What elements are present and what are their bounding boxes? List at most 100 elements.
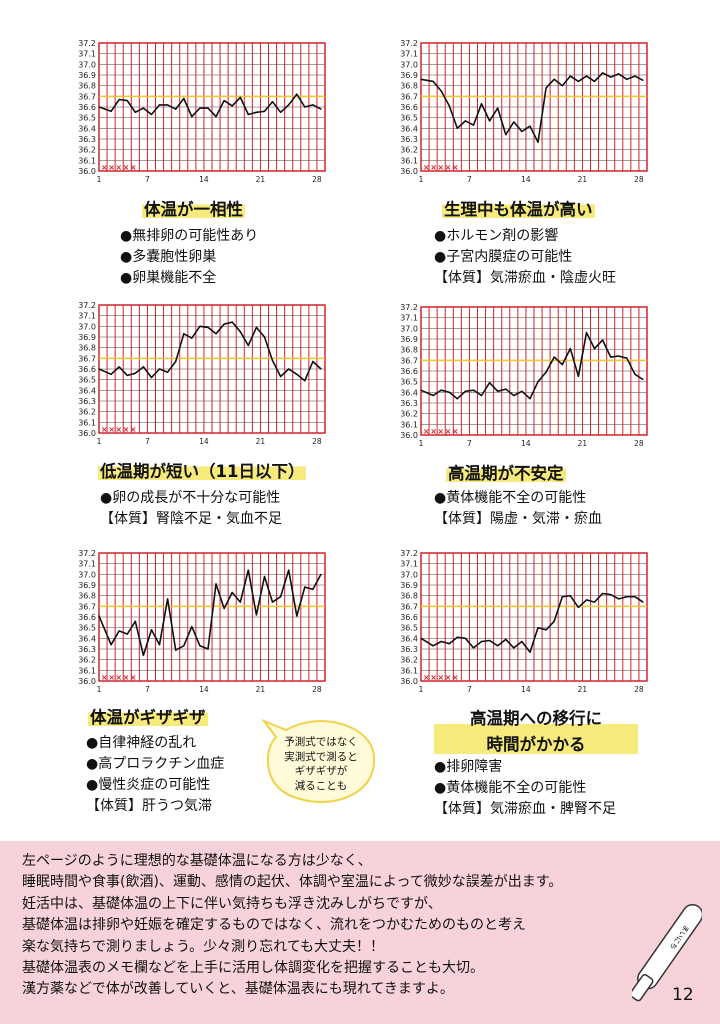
note-line: ●卵巣機能不全: [120, 270, 217, 286]
y-tick-label: 36.2: [400, 656, 418, 665]
temperature-point: [320, 108, 322, 110]
temperature-point: [134, 620, 136, 622]
temperature-point: [215, 116, 217, 118]
footer-line: 妊活中は、基礎体温の上下に伴い気持ちも浮き沈みしがちですが、: [22, 895, 442, 912]
x-tick-label: 21: [578, 685, 588, 694]
temperature-point: [239, 331, 241, 333]
y-tick-label: 36.8: [78, 592, 96, 601]
temperature-point: [118, 630, 120, 632]
x-tick-label: 7: [467, 175, 472, 184]
y-tick-label: 36.2: [400, 146, 418, 155]
temperature-point: [142, 654, 144, 656]
footer-text: 左ページのように理想的な基礎体温になる方は少なく、 睡眠時間や食事(飲酒)、運動…: [22, 851, 562, 1001]
y-tick-label: 36.4: [400, 124, 418, 133]
y-tick-label: 36.3: [400, 135, 418, 144]
temperature-point: [626, 357, 628, 359]
page-number: 12: [672, 985, 694, 1005]
temperature-point: [529, 125, 531, 127]
y-tick-label: 37.2: [78, 549, 96, 558]
y-tick-label: 36.5: [78, 376, 96, 385]
x-tick-label: 1: [419, 685, 424, 694]
temperature-point: [642, 601, 644, 603]
temperature-point: [553, 78, 555, 80]
temperature-point: [610, 76, 612, 78]
note-line: ●多嚢胞性卵巣: [120, 249, 217, 265]
temperature-point: [545, 87, 547, 89]
temperature-point: [432, 80, 434, 82]
x-tick-label: 1: [419, 175, 424, 184]
y-tick-label: 37.0: [78, 60, 96, 69]
temperature-point: [456, 636, 458, 638]
y-tick-label: 37.0: [78, 570, 96, 579]
x-tick-label: 21: [578, 439, 588, 448]
x-tick-label: 7: [145, 685, 150, 694]
chart-notes-zigzag: ●自律神経の乱れ ●高プロラクチン血症 ●慢性炎症の可能性 【体質】肝うつ気滞: [86, 733, 224, 817]
temperature-point: [464, 637, 466, 639]
note-line: ●黄体機能不全の可能性: [434, 490, 587, 506]
temperature-point: [480, 394, 483, 397]
bubble-line: 減ることも: [294, 779, 348, 792]
y-tick-label: 36.0: [78, 429, 96, 438]
y-tick-label: 37.0: [400, 570, 418, 579]
temperature-point: [199, 325, 201, 327]
temperature-point: [585, 75, 588, 77]
temperature-point: [207, 326, 209, 328]
temperature-point: [545, 629, 547, 631]
y-tick-label: 37.0: [78, 322, 96, 331]
temperature-point: [134, 372, 136, 374]
temperature-point: [602, 592, 604, 595]
temperature-point: [537, 627, 539, 629]
temperature-point: [432, 394, 434, 397]
temperature-point: [602, 72, 604, 74]
y-tick-label: 36.1: [78, 156, 96, 165]
y-tick-label: 36.1: [400, 666, 418, 675]
x-tick-label: 21: [578, 175, 588, 184]
x-tick-label: 28: [312, 685, 322, 694]
bubble-line: 実測式で測ると: [284, 750, 358, 763]
y-tick-label: 36.6: [78, 103, 96, 112]
temperature-point: [183, 645, 185, 647]
y-tick-label: 37.1: [78, 312, 96, 321]
temperature-point: [577, 606, 579, 608]
y-tick-label: 36.8: [400, 82, 418, 91]
temperature-point: [134, 111, 136, 113]
temperature-point: [420, 78, 422, 80]
y-tick-label: 36.7: [78, 92, 96, 101]
y-tick-label: 36.9: [400, 335, 418, 344]
x-tick-label: 7: [145, 437, 150, 446]
temperature-point: [593, 80, 596, 82]
temperature-point: [513, 394, 515, 397]
temperature-point: [191, 116, 193, 118]
y-tick-label: 36.3: [78, 397, 96, 406]
y-tick-label: 36.2: [78, 656, 96, 665]
y-tick-label: 36.4: [400, 634, 418, 643]
temperature-point: [255, 614, 257, 616]
x-tick-label: 28: [634, 685, 644, 694]
chart-title-menstruation: 生理中も体温が高い: [442, 196, 595, 220]
temperature-point: [304, 380, 306, 382]
temperature-point: [505, 388, 507, 390]
y-tick-label: 36.8: [400, 592, 418, 601]
temperature-point: [642, 79, 644, 81]
temperature-point: [626, 596, 628, 598]
temperature-point: [158, 368, 161, 370]
temperature-point: [288, 104, 290, 106]
chart-notes-uniform: ●無排卵の可能性あり ●多嚢胞性卵巣 ●卵巣機能不全: [120, 226, 258, 289]
x-tick-label: 1: [97, 685, 102, 694]
temperature-point: [537, 141, 539, 143]
temperature-point: [610, 594, 612, 596]
temperature-point: [312, 104, 314, 106]
temperature-point: [296, 615, 298, 617]
temperature-point: [545, 371, 547, 373]
x-tick-label: 21: [256, 175, 266, 184]
temperature-point: [126, 633, 128, 635]
x-tick-label: 7: [467, 685, 472, 694]
temperature-point: [610, 356, 612, 358]
temperature-point: [569, 595, 571, 597]
note-line: ●無排卵の可能性あり: [120, 228, 259, 244]
y-tick-label: 36.0: [78, 167, 96, 176]
temperature-point: [288, 569, 290, 571]
bbt-chart-slow-transition: 37.2 37.137.0 36.9 36.836.7 36.6 36.536.4 36.3…: [400, 549, 648, 694]
temperature-point: [529, 651, 531, 653]
plot-frame: [420, 42, 648, 172]
